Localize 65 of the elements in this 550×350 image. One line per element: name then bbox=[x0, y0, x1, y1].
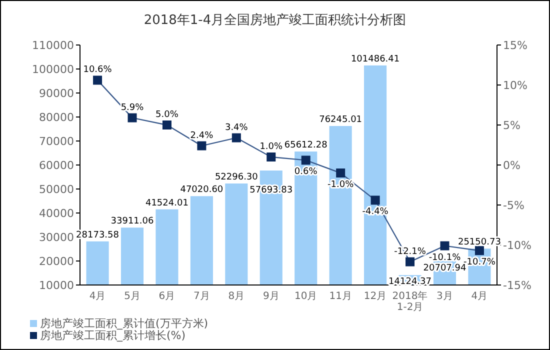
data-label: -10.7% bbox=[464, 258, 496, 268]
x-tick-label: 11月 bbox=[329, 291, 352, 302]
y-tick-label: 80000 bbox=[39, 111, 74, 124]
y-tick-label: 60000 bbox=[39, 159, 74, 172]
y2-tick-label: -15% bbox=[503, 279, 532, 292]
data-label: 33911.06 bbox=[110, 216, 154, 227]
y2-tick-label: 0% bbox=[503, 159, 520, 172]
y2-tick-label: -10% bbox=[503, 239, 532, 252]
legend-label: 房地产竣工面积_累计增长(%) bbox=[40, 329, 186, 342]
data-label: 20707.94 bbox=[423, 263, 466, 274]
point bbox=[197, 141, 206, 150]
y-tick-label: 90000 bbox=[39, 87, 74, 100]
point bbox=[336, 168, 346, 178]
y-tick-label: 40000 bbox=[39, 207, 74, 220]
y-tick-label: 50000 bbox=[39, 183, 74, 196]
chart-title: 2018年1-4月全国房地产竣工面积统计分析图 bbox=[144, 12, 406, 28]
x-tick-label: 12月 bbox=[364, 291, 387, 302]
point bbox=[440, 241, 450, 250]
data-label: 1.0% bbox=[260, 142, 284, 152]
x-tick-label: 3月 bbox=[436, 291, 453, 302]
y2-tick-label: 5% bbox=[503, 119, 520, 132]
data-label: 2.4% bbox=[190, 130, 214, 141]
point bbox=[406, 257, 415, 266]
x-tick-label: 2018年 1-2月 bbox=[392, 290, 428, 313]
point bbox=[370, 196, 380, 205]
y-tick-label: 30000 bbox=[39, 231, 74, 244]
x-tick-label: 10月 bbox=[294, 291, 318, 302]
y2-tick-label: 15% bbox=[503, 39, 528, 52]
y-tick-label: 110000 bbox=[32, 39, 74, 52]
point bbox=[301, 156, 310, 165]
point bbox=[232, 133, 241, 142]
data-label: 14124.37 bbox=[388, 277, 432, 287]
data-label: 57693.83 bbox=[250, 186, 293, 196]
x-tick-label: 4月 bbox=[471, 291, 488, 302]
data-label: 52296.30 bbox=[214, 172, 258, 182]
point bbox=[128, 113, 137, 122]
y-tick-label: 10000 bbox=[39, 279, 74, 292]
y2-tick-label: 10% bbox=[503, 79, 528, 92]
y-tick-label: 70000 bbox=[39, 135, 74, 148]
data-label: 101486.41 bbox=[350, 54, 400, 64]
data-label: -4.4% bbox=[362, 207, 389, 218]
x-tick-label: 9月 bbox=[262, 291, 280, 302]
data-label: 47020.60 bbox=[180, 185, 224, 196]
x-tick-label: 5月 bbox=[124, 291, 140, 302]
data-label: 0.6% bbox=[294, 167, 318, 178]
point bbox=[474, 246, 484, 256]
point bbox=[162, 120, 172, 130]
x-tick-label: 6月 bbox=[158, 291, 176, 302]
y-tick-label: 100000 bbox=[32, 63, 74, 76]
data-label: 76245.01 bbox=[319, 115, 362, 126]
data-label: 10.6% bbox=[83, 65, 112, 76]
x-tick-label: 8月 bbox=[228, 291, 245, 302]
data-label: -1.0% bbox=[328, 180, 354, 190]
x-tick-label: 7月 bbox=[194, 291, 210, 302]
x-tick-label: 4月 bbox=[89, 291, 106, 302]
y2-tick-label: -5% bbox=[503, 199, 524, 212]
data-label: 3.4% bbox=[224, 122, 248, 133]
point bbox=[93, 76, 102, 85]
data-label: 41524.01 bbox=[146, 198, 188, 208]
data-label: -10.1% bbox=[428, 252, 462, 263]
legend-label: 房地产竣工面积_累计值(万平方米) bbox=[40, 317, 208, 330]
data-label: 5.0% bbox=[156, 110, 179, 120]
y-tick-label: 20000 bbox=[39, 255, 74, 268]
point bbox=[266, 152, 276, 162]
data-label: 65612.28 bbox=[284, 140, 328, 151]
